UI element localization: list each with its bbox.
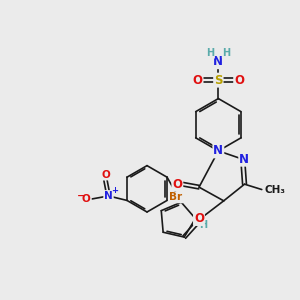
Text: O: O bbox=[193, 74, 202, 87]
Text: O: O bbox=[234, 74, 244, 87]
Text: O: O bbox=[172, 178, 182, 191]
Text: S: S bbox=[214, 74, 223, 87]
Text: −: − bbox=[76, 191, 85, 201]
Text: N: N bbox=[239, 153, 249, 166]
Text: CH₃: CH₃ bbox=[265, 184, 286, 194]
Text: Br: Br bbox=[169, 192, 183, 203]
Text: H: H bbox=[206, 48, 214, 58]
Text: N: N bbox=[104, 191, 113, 201]
Text: N: N bbox=[213, 144, 224, 158]
Text: O: O bbox=[194, 212, 204, 225]
Text: +: + bbox=[111, 185, 118, 194]
Text: O: O bbox=[82, 194, 91, 204]
Text: H: H bbox=[199, 220, 207, 230]
Text: H: H bbox=[223, 48, 231, 58]
Text: O: O bbox=[101, 169, 110, 179]
Text: N: N bbox=[213, 55, 224, 68]
